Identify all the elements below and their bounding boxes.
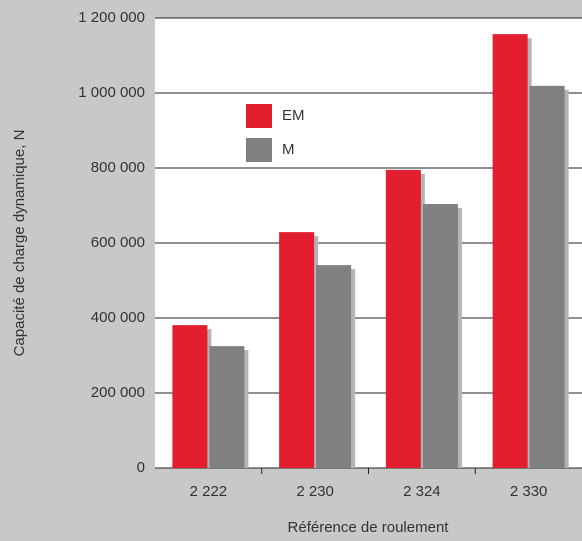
x-tick-label: 2 324 <box>403 483 441 500</box>
bar <box>529 85 565 468</box>
bar <box>422 204 458 468</box>
y-tick-label: 600 000 <box>91 234 145 251</box>
y-tick-label: 1 200 000 <box>78 9 145 26</box>
legend-swatch <box>246 104 272 128</box>
y-tick-label: 1 000 000 <box>78 84 145 101</box>
bar <box>316 265 352 468</box>
bar <box>279 232 315 468</box>
bar <box>492 34 528 468</box>
y-tick-label: 200 000 <box>91 384 145 401</box>
legend-label: EM <box>282 107 305 124</box>
y-axis-label: Capacité de charge dynamique, N <box>11 130 28 357</box>
bar <box>385 169 421 468</box>
y-tick-label: 400 000 <box>91 309 145 326</box>
bar <box>209 346 245 468</box>
y-tick-label: 0 <box>137 459 145 476</box>
x-axis-label: Référence de roulement <box>288 519 450 536</box>
bar <box>172 325 208 468</box>
y-tick-label: 800 000 <box>91 159 145 176</box>
legend-swatch <box>246 138 272 162</box>
legend-label: M <box>282 141 295 158</box>
x-tick-label: 2 330 <box>510 483 548 500</box>
x-tick-label: 2 222 <box>190 483 228 500</box>
x-tick-label: 2 230 <box>296 483 334 500</box>
